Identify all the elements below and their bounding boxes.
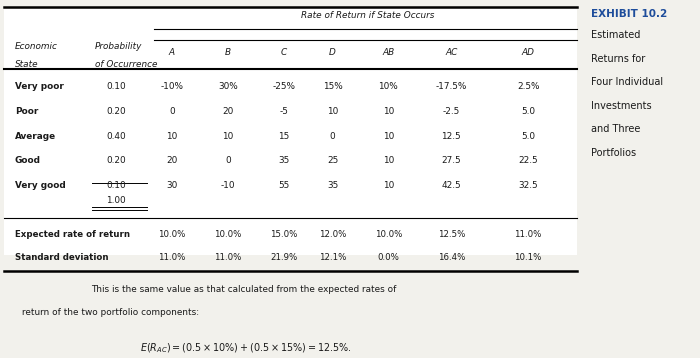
Text: 10.0%: 10.0% [214, 231, 241, 240]
Text: 55: 55 [278, 181, 289, 190]
Text: 11.0%: 11.0% [514, 231, 542, 240]
Text: Economic: Economic [15, 42, 57, 51]
Text: EXHIBIT 10.2: EXHIBIT 10.2 [591, 9, 667, 19]
Text: 11.0%: 11.0% [158, 253, 186, 262]
Text: 0: 0 [330, 132, 335, 141]
Text: 22.5: 22.5 [518, 156, 538, 165]
FancyBboxPatch shape [4, 9, 577, 255]
Text: 30%: 30% [218, 82, 237, 91]
Text: 15: 15 [278, 132, 289, 141]
Text: C: C [281, 48, 287, 57]
Text: 25: 25 [327, 156, 338, 165]
Text: 5.0: 5.0 [521, 107, 535, 116]
Text: 10: 10 [383, 156, 394, 165]
Text: 15%: 15% [323, 82, 342, 91]
Text: 0: 0 [225, 156, 230, 165]
Text: 11.0%: 11.0% [214, 253, 241, 262]
Text: -25%: -25% [272, 82, 295, 91]
Text: and Three: and Three [591, 124, 640, 134]
Text: 10.0%: 10.0% [374, 231, 402, 240]
Text: 0.0%: 0.0% [377, 253, 400, 262]
Text: 20: 20 [222, 107, 233, 116]
Text: 35: 35 [278, 156, 289, 165]
Text: 16.4%: 16.4% [438, 253, 465, 262]
Text: Standard deviation: Standard deviation [15, 253, 109, 262]
Text: 2.5%: 2.5% [517, 82, 540, 91]
Text: AD: AD [522, 48, 535, 57]
Text: A: A [169, 48, 175, 57]
Text: Probability: Probability [95, 42, 142, 51]
Text: 10: 10 [327, 107, 338, 116]
Text: -17.5%: -17.5% [435, 82, 467, 91]
Text: B: B [225, 48, 231, 57]
Text: Four Individual: Four Individual [591, 77, 663, 87]
Text: 12.0%: 12.0% [318, 231, 346, 240]
Text: -2.5: -2.5 [442, 107, 460, 116]
Text: 1.00: 1.00 [106, 197, 126, 205]
Text: Investments: Investments [591, 101, 652, 111]
Text: -10%: -10% [160, 82, 183, 91]
Text: 30: 30 [166, 181, 178, 190]
Text: Poor: Poor [15, 107, 38, 116]
Text: 15.0%: 15.0% [270, 231, 298, 240]
Text: Rate of Return if State Occurs: Rate of Return if State Occurs [301, 11, 434, 20]
Text: 0.40: 0.40 [106, 132, 126, 141]
Text: $E(R_{AC}) = (0.5 \times 10\%) + (0.5 \times 15\%) = 12.5\%.$: $E(R_{AC}) = (0.5 \times 10\%) + (0.5 \t… [141, 342, 352, 355]
Text: D: D [329, 48, 336, 57]
Text: 32.5: 32.5 [518, 181, 538, 190]
Text: -10: -10 [220, 181, 235, 190]
Text: AB: AB [382, 48, 395, 57]
Text: 10: 10 [222, 132, 233, 141]
Text: This is the same value as that calculated from the expected rates of: This is the same value as that calculate… [92, 285, 397, 294]
Text: 12.5%: 12.5% [438, 231, 465, 240]
Text: -5: -5 [279, 107, 288, 116]
Text: Portfolios: Portfolios [591, 148, 636, 158]
Text: 12.5: 12.5 [442, 132, 461, 141]
Text: 0: 0 [169, 107, 175, 116]
Text: 10: 10 [166, 132, 178, 141]
Text: Average: Average [15, 132, 56, 141]
Text: 27.5: 27.5 [442, 156, 461, 165]
Text: 10: 10 [383, 107, 394, 116]
Text: State: State [15, 59, 38, 69]
Text: Expected rate of return: Expected rate of return [15, 231, 130, 240]
Text: AC: AC [445, 48, 458, 57]
Text: 0.20: 0.20 [106, 107, 126, 116]
Text: 10: 10 [383, 181, 394, 190]
Text: Very poor: Very poor [15, 82, 64, 91]
Text: 0.10: 0.10 [106, 181, 126, 190]
Text: 20: 20 [166, 156, 178, 165]
Text: 5.0: 5.0 [521, 132, 535, 141]
Text: 10.0%: 10.0% [158, 231, 186, 240]
Text: 12.1%: 12.1% [318, 253, 346, 262]
Text: 10.1%: 10.1% [514, 253, 542, 262]
Text: return of the two portfolio components:: return of the two portfolio components: [22, 308, 199, 317]
Text: 35: 35 [327, 181, 338, 190]
Text: 10: 10 [383, 132, 394, 141]
Text: Returns for: Returns for [591, 54, 645, 64]
Text: Good: Good [15, 156, 41, 165]
Text: 10%: 10% [379, 82, 398, 91]
Text: Very good: Very good [15, 181, 65, 190]
Text: of Occurrence: of Occurrence [95, 59, 158, 69]
Text: 0.10: 0.10 [106, 82, 126, 91]
Text: Estimated: Estimated [591, 30, 640, 40]
Text: 42.5: 42.5 [442, 181, 461, 190]
Text: 21.9%: 21.9% [270, 253, 298, 262]
Text: 0.20: 0.20 [106, 156, 126, 165]
